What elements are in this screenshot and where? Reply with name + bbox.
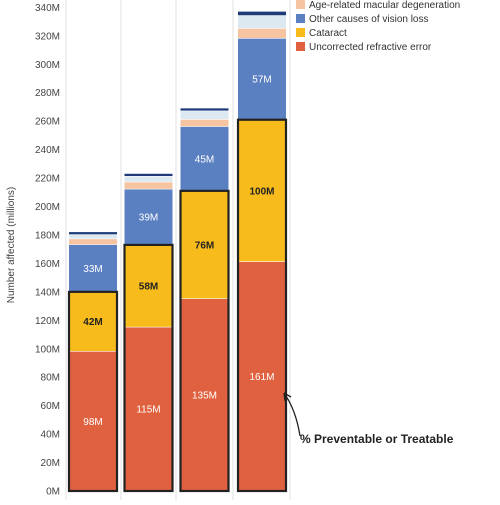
- y-tick-label: 320M: [35, 31, 60, 42]
- bar-value-label: 115M: [136, 405, 160, 416]
- y-tick-label: 300M: [35, 60, 60, 71]
- preventable-outline: [179, 189, 230, 493]
- gridlines: [65, 0, 291, 500]
- legend: Age-related macular degeneration Other ca…: [296, 0, 460, 53]
- bar-segment: [180, 126, 229, 191]
- bar-segment: [69, 244, 117, 292]
- bar-segment: [124, 176, 173, 182]
- bar-segment: [180, 190, 229, 299]
- y-tick-label: 180M: [35, 230, 60, 241]
- bar-segment: [180, 108, 229, 111]
- annotation: % Preventable or Treatable: [283, 392, 454, 446]
- annotation-text: % Preventable or Treatable: [300, 432, 454, 446]
- bar-value-label: 135M: [192, 390, 217, 401]
- bar-segment: [238, 119, 286, 262]
- y-tick-label: 120M: [35, 316, 60, 327]
- legend-label: Other causes of vision loss: [309, 14, 429, 25]
- bar-segment: [124, 327, 173, 491]
- bar-value-label: 57M: [252, 75, 271, 86]
- y-tick-label: 260M: [35, 117, 60, 128]
- bar-value-label: 98M: [83, 417, 102, 428]
- bar-segment: [238, 28, 286, 39]
- preventable-outline: [236, 118, 288, 493]
- legend-swatch: [296, 14, 305, 23]
- legend-swatch: [296, 28, 305, 37]
- bar-segment: [69, 232, 117, 235]
- legend-label: Cataract: [309, 28, 347, 39]
- legend-swatch: [296, 0, 305, 9]
- bar-value-label: 39M: [139, 213, 158, 224]
- y-axis-label: Number affected (millions): [6, 187, 17, 304]
- y-tick-label: 140M: [35, 287, 60, 298]
- bar-value-label: 42M: [83, 317, 102, 328]
- bar-value-labels: 98M 42M 33M 115M 58M 39M 135M 76M 45M 161M 100M 57M: [83, 75, 274, 428]
- bar-value-label: 76M: [195, 240, 214, 251]
- legend-label: Uncorrected refractive error: [309, 42, 432, 53]
- bar-segment: [238, 261, 286, 491]
- bar-segment: [180, 298, 229, 491]
- y-tick-label: 100M: [35, 344, 60, 355]
- legend-label: Age-related macular degeneration: [309, 0, 460, 11]
- bar-segment: [69, 351, 117, 491]
- y-tick-label: 340M: [35, 3, 60, 14]
- y-tick-label: 240M: [35, 145, 60, 156]
- bar-value-label: 100M: [249, 186, 274, 197]
- bar-value-label: 33M: [83, 264, 102, 275]
- y-tick-label: 80M: [41, 373, 60, 384]
- bar-segment: [180, 111, 229, 120]
- y-tick-label: 20M: [41, 458, 60, 469]
- bar-segment: [238, 11, 286, 16]
- preventable-outline: [123, 243, 174, 493]
- bar-value-label: 161M: [249, 372, 274, 383]
- y-tick-label: 40M: [41, 430, 60, 441]
- bar-segment: [124, 182, 173, 189]
- y-tick-label: 200M: [35, 202, 60, 213]
- bar-value-label: 45M: [195, 154, 214, 165]
- y-axis: 0M 20M 40M 60M 80M 100M 120M 140M 160M 180M 200M 22…: [6, 3, 60, 498]
- y-tick-label: 160M: [35, 259, 60, 270]
- bar-segment: [238, 15, 286, 29]
- annotation-arrow: [283, 392, 301, 437]
- bar-value-label: 58M: [139, 282, 158, 293]
- bars: [67, 11, 288, 493]
- bar-segment: [69, 291, 117, 351]
- y-tick-label: 280M: [35, 88, 60, 99]
- bar-segment: [124, 244, 173, 327]
- bar-segment: [124, 173, 173, 177]
- annotation-arrowhead: [283, 392, 292, 402]
- y-tick-label: 60M: [41, 401, 60, 412]
- y-tick-label: 0M: [46, 487, 60, 498]
- bar-segment: [180, 119, 229, 127]
- legend-swatch: [296, 42, 305, 51]
- bar-segment: [69, 234, 117, 239]
- preventable-outline: [67, 290, 119, 493]
- bar-segment: [238, 38, 286, 120]
- bar-segment: [69, 239, 117, 245]
- bar-segment: [124, 189, 173, 245]
- y-tick-label: 220M: [35, 174, 60, 185]
